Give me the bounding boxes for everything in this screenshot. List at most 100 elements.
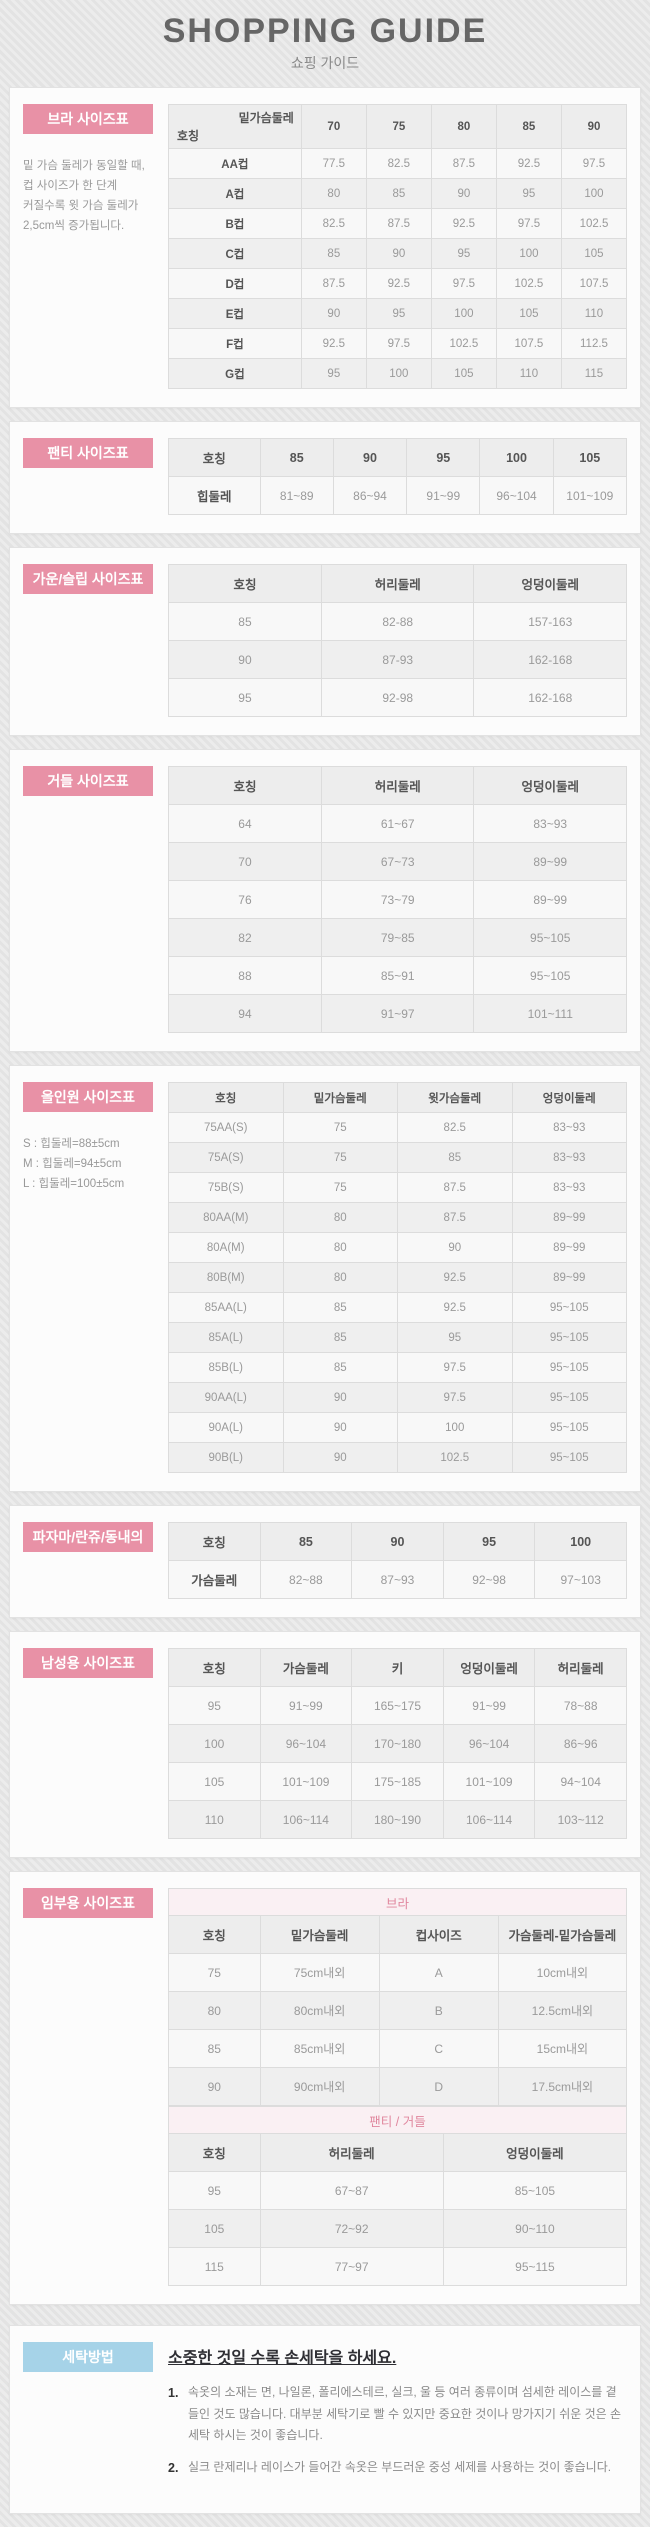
table-row: 90AA(L) 90 97.5 95~105 [168,1382,627,1413]
row-header-cell: 115 [168,2247,261,2286]
row-header-cell: 80B(M) [168,1262,284,1293]
value-cell: 87.5 [430,148,497,179]
table-row: AA컵 77.5 82.5 87.5 92.5 97.5 [168,148,628,179]
table-row: 75 75cm내외 A 10cm내외 [168,1953,628,1992]
note-line: 커질수록 윗 가슴 둘레가 [23,200,139,213]
column-header: 90 [351,1522,444,1561]
row-header-cell: 95 [168,1686,261,1725]
value-cell: 105 [560,238,628,269]
table-row: 75AA(S) 75 82.5 83~93 [168,1112,627,1143]
value-cell: 80 [300,178,367,209]
section-note-bra: 밑 가슴 둘레가 동일할 때, 컵 사이즈가 한 단계 커질수록 윗 가슴 둘레가 2… [23,156,168,237]
washing-item-number: 1. [168,2386,179,2400]
column-header: 호칭 [168,564,322,603]
diagonal-top-label: 밑가슴둘레 [238,111,294,125]
section-body-panty: 호칭 85 90 95 100 105 힙둘레 81~89 86~94 91~99 96~104 10… [168,438,628,515]
section-label-all-in-one: 올인원 사이즈표 [23,1082,153,1112]
table-row: 95 91~99 165~175 91~99 78~88 [168,1686,627,1725]
value-cell: 78~88 [534,1686,627,1725]
value-cell: 92.5 [495,148,562,179]
header-row: 호칭 허리둘레 엉덩이둘레 [168,564,627,603]
section-panty: 팬티 사이즈표 호칭 85 90 95 100 105 힙둘레 81~89 86~94 91~99 9… [9,421,641,534]
page-subtitle: 쇼핑 가이드 [290,55,360,71]
value-cell: 101~111 [473,994,627,1033]
row-header-cell: 64 [168,804,322,843]
value-cell: 97.5 [495,208,562,239]
washing-instruction: 2. 실크 란제리나 레이스가 들어간 속옷은 부드러운 중성 세제를 사용하는 … [168,2457,627,2480]
value-cell: 85 [397,1142,513,1173]
table-row: B컵 82.5 87.5 92.5 97.5 102.5 [168,208,628,239]
value-cell: 75 [282,1142,398,1173]
value-cell: 105 [495,298,562,329]
table-row: 76 73~79 89~99 [168,880,627,919]
value-cell: 97.5 [365,328,432,359]
section-side-men: 남성용 사이즈표 [23,1648,168,1678]
value-cell: 102.5 [430,328,497,359]
value-cell: 89~99 [511,1262,627,1293]
column-header: 키 [351,1648,444,1687]
row-header-cell: AA컵 [168,148,302,179]
value-cell: 80 [282,1202,398,1233]
section-label-pajama: 파자마/란쥬/동내의 [23,1522,153,1552]
section-side-panty: 팬티 사이즈표 [23,438,168,468]
size-table-gown-slip-0: 호칭 허리둘레 엉덩이둘레 85 82-88 157-163 90 87-93 162-168 9… [168,564,627,717]
row-header-cell: 80AA(M) [168,1202,284,1233]
column-header: 허리둘레 [259,2133,444,2172]
row-header-cell: D컵 [168,268,302,299]
column-header: 95 [442,1522,536,1561]
size-table-pajama-0: 호칭 85 90 95 100 가슴둘레 82~88 87~93 92~98 97~103 [168,1522,627,1599]
row-header-cell: 85AA(L) [168,1292,284,1323]
table-row: G컵 95 100 105 110 115 [168,358,628,389]
value-cell: 102.5 [495,268,562,299]
row-header-cell: 90B(L) [168,1442,284,1473]
value-cell: 75 [282,1112,398,1143]
value-cell: 80 [282,1232,398,1263]
size-table-all-in-one-0: 호칭 밑가슴둘레 윗가슴둘레 엉덩이둘레 75AA(S) 75 82.5 83~93 75A(S… [168,1082,627,1473]
value-cell: 15cm내외 [497,2029,628,2068]
column-header: 90 [560,104,628,149]
value-cell: 106~114 [442,1800,536,1839]
section-side-all-in-one: 올인원 사이즈표 S : 힙둘레=88±5cm M : 힙둘레=94±5cm L : … [23,1082,168,1194]
value-cell: 95~105 [511,1412,627,1443]
column-header: 85 [259,1522,353,1561]
section-gown-slip: 가운/슬립 사이즈표 호칭 허리둘레 엉덩이둘레 85 82-88 157-163 90 87-… [9,547,641,736]
column-header: 허리둘레 [534,1648,627,1687]
row-header-cell: 75A(S) [168,1142,284,1173]
value-cell: 95~105 [473,956,627,995]
table-row: 90 87-93 162-168 [168,640,627,679]
column-header: 호칭 [168,1915,261,1954]
header-row: 호칭 밑가슴둘레 컵사이즈 가슴둘레-밑가슴둘레 [168,1915,628,1954]
value-cell: 77.5 [300,148,367,179]
value-cell: 101~109 [259,1762,353,1801]
value-cell: 90 [282,1442,398,1473]
value-cell: 105 [430,358,497,389]
value-cell: 95~115 [442,2247,628,2286]
band-title: 팬티 / 거들 [168,2106,627,2134]
section-side-girdle: 거들 사이즈표 [23,766,168,796]
section-label-maternity: 임부용 사이즈표 [23,1888,153,1918]
value-cell: D [378,2067,499,2106]
value-cell: 82~88 [259,1560,353,1599]
size-table-maternity-1: 팬티 / 거들 호칭 허리둘레 엉덩이둘레 95 67~87 85~105 105 72~92 9… [168,2106,628,2286]
table-row: 80B(M) 80 92.5 89~99 [168,1262,627,1293]
value-cell: 83~93 [511,1172,627,1203]
value-cell: 95 [430,238,497,269]
value-cell: 97.5 [430,268,497,299]
value-cell: 92.5 [365,268,432,299]
value-cell: 90cm내외 [259,2067,380,2106]
row-header-cell: 75 [168,1953,261,1992]
value-cell: 106~114 [259,1800,353,1839]
header-row: 밑가슴둘레 호칭 70 75 80 85 90 [168,104,628,149]
value-cell: 95~105 [511,1382,627,1413]
row-header-cell: 95 [168,2171,261,2210]
table-row: 85A(L) 85 95 95~105 [168,1322,627,1353]
value-cell: 95~105 [511,1292,627,1323]
table-row: 110 106~114 180~190 106~114 103~112 [168,1800,627,1839]
table-row: 85B(L) 85 97.5 95~105 [168,1352,627,1383]
value-cell: 81~89 [259,476,334,515]
value-cell: 110 [560,298,628,329]
section-side-bra: 브라 사이즈표 밑 가슴 둘레가 동일할 때, 컵 사이즈가 한 단계 커질수록 윗 … [23,104,168,237]
washing-item-text: 속옷의 소재는 면, 나일론, 폴리에스테르, 실크, 울 등 여러 종류이며 … [188,2385,622,2443]
value-cell: 107.5 [560,268,628,299]
size-guide-sections: 브라 사이즈표 밑 가슴 둘레가 동일할 때, 컵 사이즈가 한 단계 커질수록 윗 … [0,87,650,2515]
